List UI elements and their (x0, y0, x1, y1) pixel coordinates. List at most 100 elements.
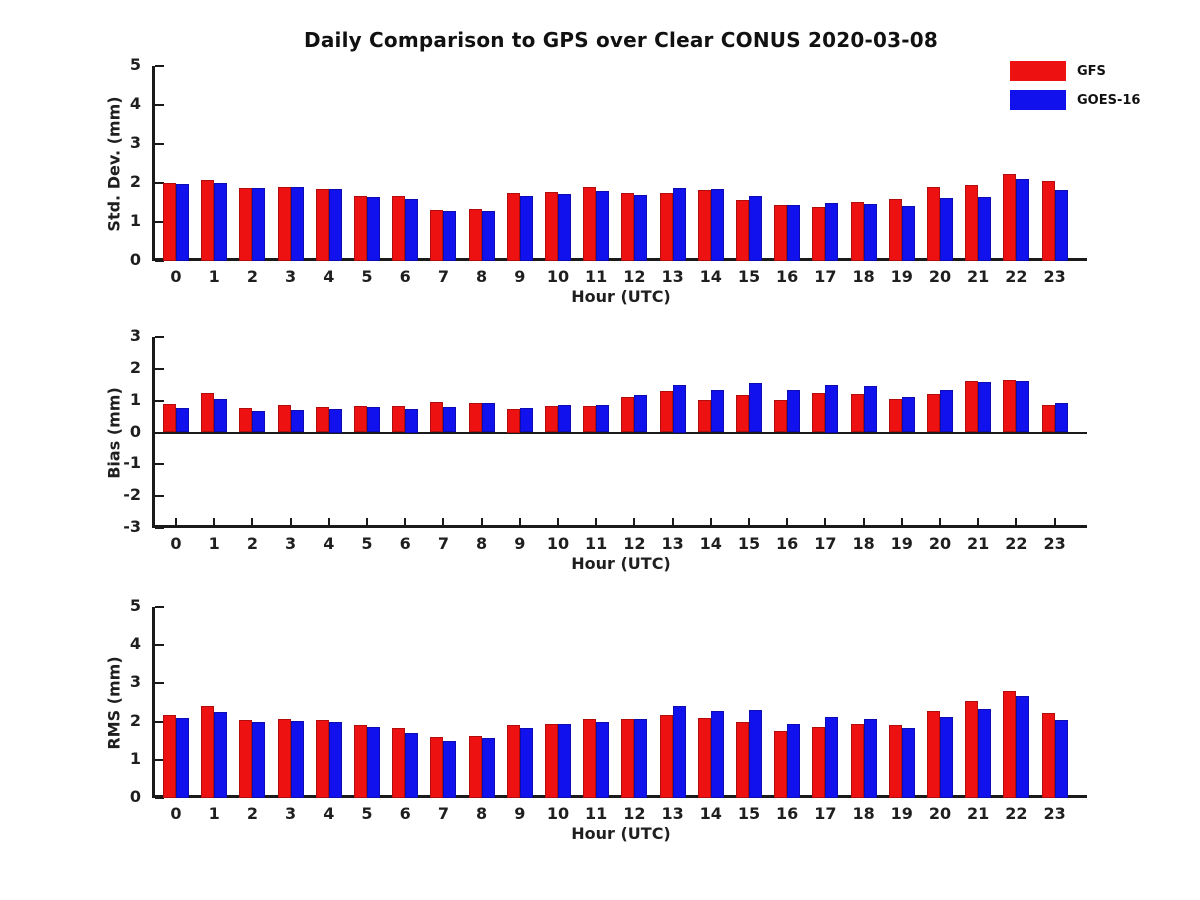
x-tick (327, 518, 330, 526)
bar-gfs-hour-23 (1041, 712, 1055, 798)
x-axis-spine (152, 258, 1087, 261)
x-tick-label: 7 (437, 534, 449, 553)
bar-gfs-hour-7 (430, 736, 444, 798)
bar-goes-16-hour-7 (443, 407, 457, 433)
bar-goes-16-hour-8 (481, 738, 495, 798)
bar-gfs-hour-21 (965, 380, 979, 433)
x-tick-label: 17 (814, 804, 837, 823)
bar-gfs-hour-18 (850, 724, 864, 798)
y-axis-label: RMS (mm) (104, 655, 124, 750)
bar-gfs-hour-6 (392, 195, 406, 261)
bar-gfs-hour-16 (774, 400, 788, 433)
x-tick-label: 18 (852, 267, 875, 286)
bar-goes-16-hour-18 (863, 385, 877, 433)
x-tick-label: 8 (476, 267, 488, 286)
chart-title: Daily Comparison to GPS over Clear CONUS… (304, 28, 938, 52)
bar-goes-16-hour-0 (176, 184, 189, 261)
bar-gfs-hour-23 (1041, 181, 1055, 261)
y-tick-label: 0 (129, 421, 141, 441)
bar-goes-16-hour-7 (443, 211, 457, 261)
legend-swatch (1010, 61, 1066, 81)
bar-goes-16-hour-8 (481, 211, 495, 261)
bar-gfs-hour-16 (774, 731, 788, 798)
x-tick-label: 3 (285, 534, 297, 553)
bar-gfs-hour-11 (583, 406, 597, 433)
bar-goes-16-hour-6 (405, 199, 419, 261)
bar-gfs-hour-22 (1003, 379, 1017, 433)
bar-goes-16-hour-14 (710, 710, 724, 798)
bar-goes-16-hour-5 (367, 197, 380, 261)
x-tick-label: 14 (699, 804, 722, 823)
bar-gfs-hour-8 (468, 209, 482, 261)
x-tick-label: 12 (623, 534, 646, 553)
bar-gfs-hour-10 (545, 192, 558, 261)
x-tick-label: 4 (323, 534, 335, 553)
y-axis-label: Bias (mm) (104, 386, 124, 479)
x-tick-label: 1 (208, 804, 220, 823)
bar-goes-16-hour-9 (519, 727, 533, 798)
bar-gfs-hour-14 (697, 400, 711, 433)
bar-gfs-hour-7 (430, 402, 444, 433)
x-tick-label: 18 (852, 804, 875, 823)
bar-goes-16-hour-12 (634, 195, 648, 261)
bar-goes-16-hour-3 (290, 409, 304, 433)
y-tick-label: 0 (129, 250, 141, 269)
x-tick (824, 518, 827, 526)
y-tick (155, 104, 164, 106)
x-tick-label: 19 (890, 534, 913, 553)
legend-swatch (1010, 90, 1066, 110)
bar-gfs-hour-2 (239, 719, 253, 798)
bar-goes-16-hour-2 (252, 410, 266, 433)
bar-gfs-hour-13 (659, 391, 673, 433)
x-tick-label: 20 (928, 534, 952, 553)
bar-goes-16-hour-1 (214, 712, 228, 798)
bar-goes-16-hour-22 (1016, 380, 1030, 433)
bar-goes-16-hour-2 (252, 187, 266, 261)
bar-goes-16-hour-11 (596, 190, 610, 261)
x-tick-label: 23 (1043, 804, 1066, 823)
x-tick (366, 518, 368, 526)
bar-gfs-hour-1 (201, 179, 215, 261)
x-tick-label: 13 (661, 267, 684, 286)
bar-goes-16-hour-17 (825, 384, 839, 433)
x-tick (786, 518, 789, 526)
bar-goes-16-hour-20 (940, 717, 953, 798)
bar-gfs-hour-1 (201, 706, 215, 798)
bar-gfs-hour-18 (850, 201, 864, 261)
bar-goes-16-hour-5 (367, 407, 380, 433)
bar-goes-16-hour-9 (519, 407, 533, 433)
bar-goes-16-hour-16 (787, 389, 801, 433)
bar-gfs-hour-9 (506, 725, 520, 798)
y-tick-label: 3 (129, 133, 141, 152)
x-tick-label: 11 (585, 804, 608, 823)
bar-gfs-hour-20 (927, 710, 940, 798)
x-tick-label: 8 (476, 534, 488, 553)
bar-goes-16-hour-16 (787, 723, 801, 798)
bar-goes-16-hour-10 (558, 193, 571, 261)
x-tick-label: 20 (928, 267, 952, 286)
bar-goes-16-hour-9 (519, 195, 533, 261)
x-tick (1015, 518, 1018, 526)
bar-goes-16-hour-4 (328, 408, 342, 433)
bar-gfs-hour-0 (163, 183, 176, 261)
y-tick-label: 3 (129, 326, 141, 345)
bar-gfs-hour-17 (812, 207, 826, 261)
y-axis-spine (152, 66, 155, 261)
x-tick-label: 15 (737, 534, 761, 553)
x-tick-label: 22 (1005, 267, 1028, 286)
bar-gfs-hour-13 (659, 192, 673, 261)
x-tick-label: 1 (208, 267, 220, 286)
x-tick-label: 22 (1005, 534, 1028, 553)
bar-gfs-hour-20 (927, 186, 940, 261)
bar-gfs-hour-3 (277, 405, 291, 433)
bar-goes-16-hour-3 (290, 720, 304, 798)
x-tick-label: 2 (246, 804, 258, 823)
bar-gfs-hour-15 (736, 199, 749, 261)
y-axis-spine (152, 607, 155, 798)
x-axis-label: Hour (UTC) (571, 287, 671, 306)
x-tick-label: 7 (437, 267, 449, 286)
bar-gfs-hour-18 (850, 393, 864, 433)
x-tick-label: 19 (890, 804, 913, 823)
y-tick-label: 4 (129, 634, 141, 654)
